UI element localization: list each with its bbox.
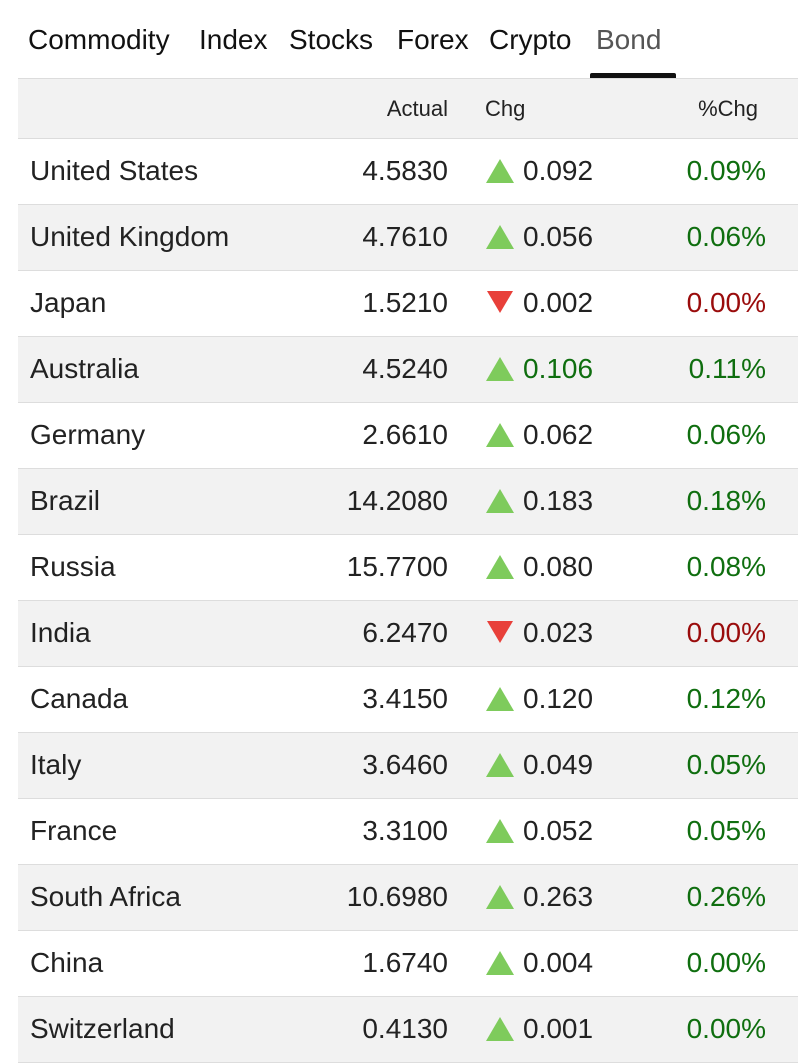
actual-yield: 4.5240 xyxy=(362,353,448,384)
country-name: South Africa xyxy=(30,881,181,912)
change-value: 0.120 xyxy=(523,683,594,714)
actual-yield: 10.6980 xyxy=(346,881,448,912)
country-name: Switzerland xyxy=(30,1013,175,1044)
table-header: Actual Chg %Chg xyxy=(18,79,798,139)
percent-change: 0.00% xyxy=(686,947,766,978)
table-row[interactable]: Canada 3.4150 0.120 0.12% xyxy=(18,667,798,733)
percent-change: 0.00% xyxy=(686,287,766,318)
actual-yield: 1.5210 xyxy=(362,287,448,318)
table-row[interactable]: Japan 1.5210 0.002 0.00% xyxy=(18,271,798,337)
percent-change: 0.00% xyxy=(686,1013,766,1044)
change-value: 0.052 xyxy=(523,815,594,846)
country-name: Brazil xyxy=(30,485,101,516)
up-arrow-icon xyxy=(486,357,514,381)
up-arrow-icon xyxy=(486,225,514,249)
tab-forex[interactable]: Forex xyxy=(397,24,469,55)
column-header-actual[interactable]: Actual xyxy=(386,96,448,121)
up-arrow-icon xyxy=(486,555,514,579)
change-value: 0.183 xyxy=(523,485,594,516)
change-value: 0.092 xyxy=(523,155,594,186)
up-arrow-icon xyxy=(486,885,514,909)
down-arrow-icon xyxy=(487,291,513,313)
actual-yield: 3.4150 xyxy=(362,683,448,714)
percent-change: 0.06% xyxy=(686,419,766,450)
country-name: Japan xyxy=(30,287,107,318)
percent-change: 0.05% xyxy=(686,815,766,846)
change-value: 0.106 xyxy=(523,353,594,384)
tab-crypto[interactable]: Crypto xyxy=(489,24,572,55)
change-value: 0.056 xyxy=(523,221,594,252)
country-name: Russia xyxy=(30,551,116,582)
up-arrow-icon xyxy=(486,423,514,447)
percent-change: 0.26% xyxy=(686,881,766,912)
actual-yield: 3.6460 xyxy=(362,749,448,780)
actual-yield: 14.2080 xyxy=(346,485,448,516)
percent-change: 0.06% xyxy=(686,221,766,252)
change-value: 0.263 xyxy=(523,881,594,912)
change-value: 0.004 xyxy=(523,947,594,978)
actual-yield: 4.7610 xyxy=(362,221,448,252)
change-value: 0.023 xyxy=(523,617,594,648)
change-value: 0.001 xyxy=(523,1013,594,1044)
up-arrow-icon xyxy=(486,489,514,513)
column-header-chg[interactable]: Chg xyxy=(485,96,526,121)
tab-stocks[interactable]: Stocks xyxy=(289,24,374,55)
tab-commodity[interactable]: Commodity xyxy=(28,24,170,55)
actual-yield: 6.2470 xyxy=(362,617,448,648)
actual-yield: 4.5830 xyxy=(362,155,448,186)
actual-yield: 2.6610 xyxy=(362,419,448,450)
percent-change: 0.00% xyxy=(686,617,766,648)
tab-bond[interactable]: Bond xyxy=(596,24,662,55)
country-name: India xyxy=(30,617,91,648)
country-name: United States xyxy=(30,155,199,186)
change-value: 0.049 xyxy=(523,749,594,780)
table-row[interactable]: Italy 3.6460 0.049 0.05% xyxy=(18,733,798,799)
table-row[interactable]: South Africa 10.6980 0.263 0.26% xyxy=(18,865,798,931)
up-arrow-icon xyxy=(486,687,514,711)
table-row[interactable]: Germany 2.6610 0.062 0.06% xyxy=(18,403,798,469)
table-row[interactable]: Russia 15.7700 0.080 0.08% xyxy=(18,535,798,601)
actual-yield: 3.3100 xyxy=(362,815,448,846)
table-row[interactable]: United States 4.5830 0.092 0.09% xyxy=(18,139,798,205)
percent-change: 0.11% xyxy=(688,353,766,384)
up-arrow-icon xyxy=(486,1017,514,1041)
tab-index[interactable]: Index xyxy=(199,24,268,55)
country-name: Canada xyxy=(30,683,129,714)
market-tabs: Commodity Index Stocks Forex Crypto Bond xyxy=(0,0,810,78)
percent-change: 0.12% xyxy=(686,683,766,714)
table-body: United States 4.5830 0.092 0.09% United King… xyxy=(18,139,798,1063)
change-value: 0.080 xyxy=(523,551,594,582)
table-row[interactable]: India 6.2470 0.023 0.00% xyxy=(18,601,798,667)
column-header-pct-chg[interactable]: %Chg xyxy=(698,96,758,121)
percent-change: 0.18% xyxy=(686,485,766,516)
percent-change: 0.05% xyxy=(686,749,766,780)
country-name: Italy xyxy=(30,749,82,780)
table-row[interactable]: Brazil 14.2080 0.183 0.18% xyxy=(18,469,798,535)
actual-yield: 0.4130 xyxy=(362,1013,448,1044)
up-arrow-icon xyxy=(486,753,514,777)
up-arrow-icon xyxy=(486,951,514,975)
table-row[interactable]: Switzerland 0.4130 0.001 0.00% xyxy=(18,997,798,1063)
table-row[interactable]: Australia 4.5240 0.106 0.11% xyxy=(18,337,798,403)
bond-table: Actual Chg %Chg United States 4.5830 0.092… xyxy=(18,78,798,1063)
country-name: United Kingdom xyxy=(30,221,230,252)
country-name: Germany xyxy=(30,419,146,450)
down-arrow-icon xyxy=(487,621,513,643)
actual-yield: 15.7700 xyxy=(346,551,448,582)
table-row[interactable]: France 3.3100 0.052 0.05% xyxy=(18,799,798,865)
active-tab-indicator xyxy=(590,73,676,78)
country-name: France xyxy=(30,815,118,846)
table-row[interactable]: United Kingdom 4.7610 0.056 0.06% xyxy=(18,205,798,271)
percent-change: 0.09% xyxy=(686,155,766,186)
up-arrow-icon xyxy=(486,159,514,183)
change-value: 0.002 xyxy=(523,287,594,318)
percent-change: 0.08% xyxy=(686,551,766,582)
country-name: Australia xyxy=(30,353,139,384)
up-arrow-icon xyxy=(486,819,514,843)
actual-yield: 1.6740 xyxy=(362,947,448,978)
change-value: 0.062 xyxy=(523,419,594,450)
country-name: China xyxy=(30,947,104,978)
table-row[interactable]: China 1.6740 0.004 0.00% xyxy=(18,931,798,997)
